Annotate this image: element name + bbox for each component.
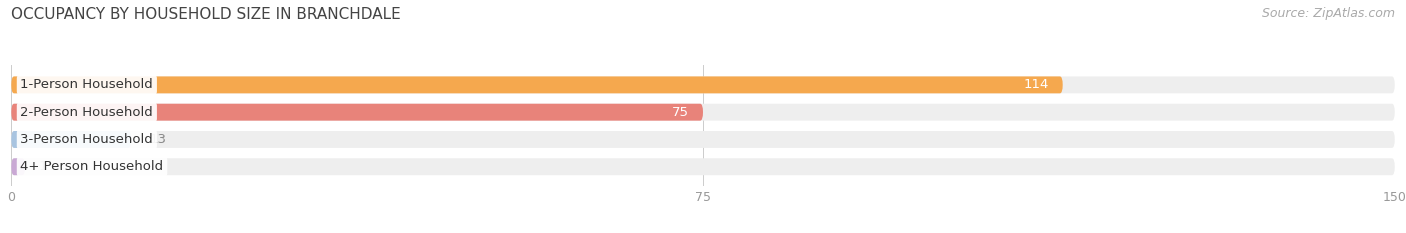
FancyBboxPatch shape — [11, 76, 1395, 93]
Text: Source: ZipAtlas.com: Source: ZipAtlas.com — [1261, 7, 1395, 20]
Text: 1: 1 — [39, 160, 48, 173]
FancyBboxPatch shape — [11, 158, 25, 175]
FancyBboxPatch shape — [11, 104, 1395, 121]
Text: 4+ Person Household: 4+ Person Household — [21, 160, 163, 173]
Text: 114: 114 — [1024, 78, 1049, 91]
Text: 3-Person Household: 3-Person Household — [21, 133, 153, 146]
Text: 75: 75 — [672, 106, 689, 119]
Text: 13: 13 — [149, 133, 166, 146]
FancyBboxPatch shape — [11, 158, 1395, 175]
Text: 2-Person Household: 2-Person Household — [21, 106, 153, 119]
FancyBboxPatch shape — [11, 131, 1395, 148]
FancyBboxPatch shape — [11, 131, 131, 148]
FancyBboxPatch shape — [11, 76, 1063, 93]
FancyBboxPatch shape — [11, 104, 703, 121]
Text: 1-Person Household: 1-Person Household — [21, 78, 153, 91]
Text: OCCUPANCY BY HOUSEHOLD SIZE IN BRANCHDALE: OCCUPANCY BY HOUSEHOLD SIZE IN BRANCHDAL… — [11, 7, 401, 22]
